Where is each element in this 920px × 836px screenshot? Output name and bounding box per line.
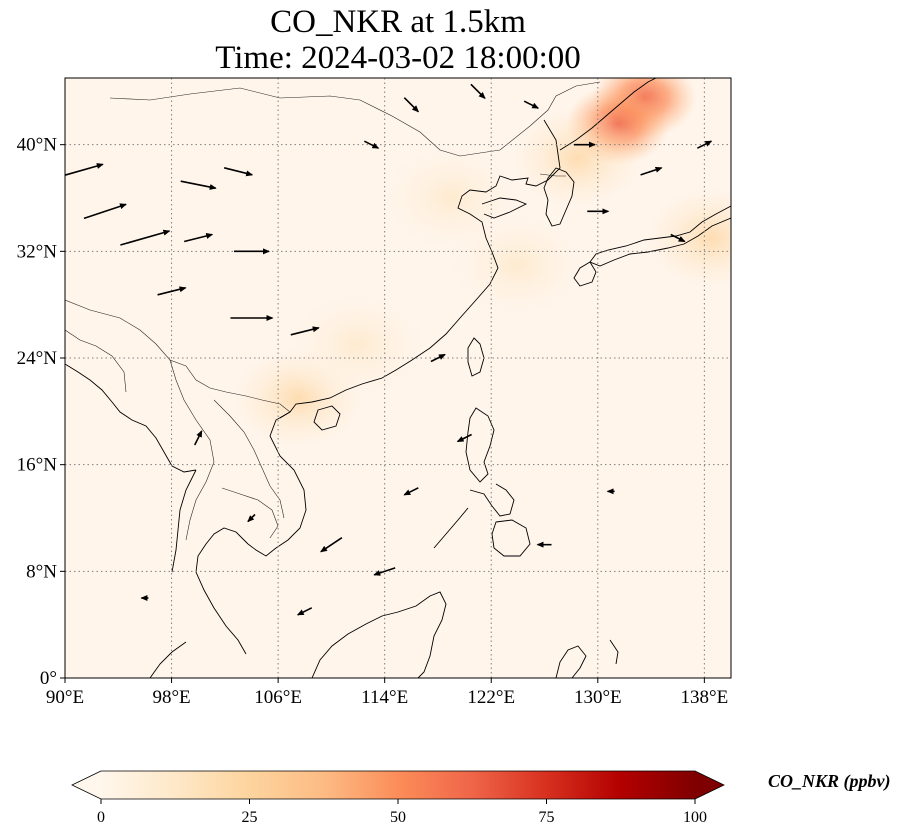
y-tick-label: 0° bbox=[40, 668, 57, 689]
wind-arrow bbox=[640, 166, 663, 176]
colorbar-tick-label: 75 bbox=[539, 809, 555, 826]
china-south-border bbox=[65, 299, 291, 413]
colorbar-tick-label: 50 bbox=[390, 809, 406, 826]
longitude-ticks: 90°E 98°E 106°E 114°E 122°E 130°E 138°E bbox=[46, 678, 728, 708]
colorbar: 0 25 50 75 100 bbox=[71, 770, 725, 826]
wind-arrow bbox=[403, 97, 420, 113]
concentration-hotspot bbox=[373, 138, 530, 258]
x-tick-label: 130°E bbox=[574, 687, 622, 708]
wind-arrow bbox=[456, 433, 472, 443]
taiwan-coast bbox=[467, 337, 485, 377]
wind-arrow bbox=[373, 567, 396, 576]
japan-honshu bbox=[589, 205, 731, 267]
colorbar-tick-label: 25 bbox=[242, 809, 258, 826]
colorbar-tick-label: 100 bbox=[683, 809, 707, 826]
india-border bbox=[65, 329, 127, 393]
wind-vectors bbox=[65, 83, 713, 616]
myanmar-coastline bbox=[171, 469, 197, 573]
map-title-line-2: Time: 2024-03-02 18:00:00 bbox=[215, 40, 581, 76]
myanmar-border bbox=[169, 359, 215, 541]
concentration-hotspot bbox=[646, 188, 731, 288]
x-tick-label: 138°E bbox=[681, 687, 729, 708]
palawan-coast bbox=[433, 507, 469, 549]
x-tick-label: 90°E bbox=[46, 687, 84, 708]
y-tick-label: 32°N bbox=[17, 241, 58, 262]
wind-arrow bbox=[430, 353, 446, 363]
wind-arrow bbox=[697, 140, 713, 149]
wind-arrow bbox=[120, 229, 171, 246]
x-tick-label: 122°E bbox=[467, 687, 515, 708]
korea-coastline bbox=[543, 167, 575, 227]
colorbar-extend-max bbox=[695, 771, 724, 799]
wind-arrow bbox=[470, 83, 486, 100]
y-tick-label: 8°N bbox=[26, 561, 57, 582]
wind-arrow bbox=[403, 487, 419, 496]
wind-arrow bbox=[523, 100, 540, 109]
colorbar-extend-min bbox=[72, 771, 101, 799]
mindanao-coast bbox=[491, 519, 531, 557]
y-tick-label: 40°N bbox=[17, 135, 58, 156]
latitude-ticks: 0° 8°N 16°N 24°N 32°N 40°N bbox=[17, 135, 65, 689]
luzon-coast bbox=[465, 407, 495, 483]
wind-arrow bbox=[290, 326, 320, 336]
wind-arrow bbox=[65, 163, 104, 176]
borneo-coastline bbox=[311, 591, 447, 678]
map-title-line-1: CO_NKR at 1.5km bbox=[270, 4, 526, 40]
wind-arrow bbox=[364, 140, 380, 149]
wind-arrow bbox=[184, 233, 214, 243]
russia-coastline bbox=[559, 78, 657, 151]
wind-arrow bbox=[83, 203, 127, 220]
x-tick-label: 114°E bbox=[361, 687, 408, 708]
concentration-hotspots bbox=[233, 78, 731, 448]
map-frame bbox=[64, 77, 732, 679]
colorbar-label: CO_NKR (ppbv) bbox=[768, 771, 891, 791]
y-tick-label: 16°N bbox=[17, 455, 58, 476]
sumatra-coast bbox=[149, 641, 187, 678]
wind-arrow bbox=[180, 180, 217, 190]
wind-arrow bbox=[193, 430, 203, 446]
sulawesi-coast bbox=[555, 645, 587, 678]
hainan-coast bbox=[313, 405, 341, 431]
japan-kyushu bbox=[573, 261, 597, 287]
cambodia-border bbox=[221, 487, 279, 539]
wind-arrow bbox=[320, 537, 343, 553]
wind-arrow bbox=[296, 607, 313, 616]
vietnam-coastline bbox=[247, 411, 307, 557]
lat-lon-gridlines bbox=[65, 78, 731, 678]
x-tick-label: 106°E bbox=[254, 687, 302, 708]
x-tick-label: 98°E bbox=[152, 687, 190, 708]
wind-arrow bbox=[670, 233, 686, 243]
shandong-coast bbox=[481, 197, 528, 219]
country-borders bbox=[65, 81, 601, 541]
wind-arrow bbox=[223, 167, 254, 177]
china-coastline bbox=[279, 119, 561, 419]
y-tick-label: 24°N bbox=[17, 348, 58, 369]
visayas-coast bbox=[469, 483, 515, 517]
colorbar-tick-label: 0 bbox=[97, 809, 105, 826]
colorbar-gradient bbox=[101, 771, 695, 799]
coastlines bbox=[65, 78, 731, 678]
korea-border bbox=[539, 173, 566, 177]
halmahera-coast bbox=[609, 639, 619, 665]
concentration-hotspot bbox=[512, 108, 643, 208]
concentration-hotspot bbox=[280, 284, 437, 405]
wind-arrow bbox=[247, 513, 256, 523]
gulf-of-thailand-coast bbox=[195, 527, 249, 655]
wind-arrow bbox=[157, 286, 187, 296]
mongolia-border bbox=[109, 81, 601, 157]
